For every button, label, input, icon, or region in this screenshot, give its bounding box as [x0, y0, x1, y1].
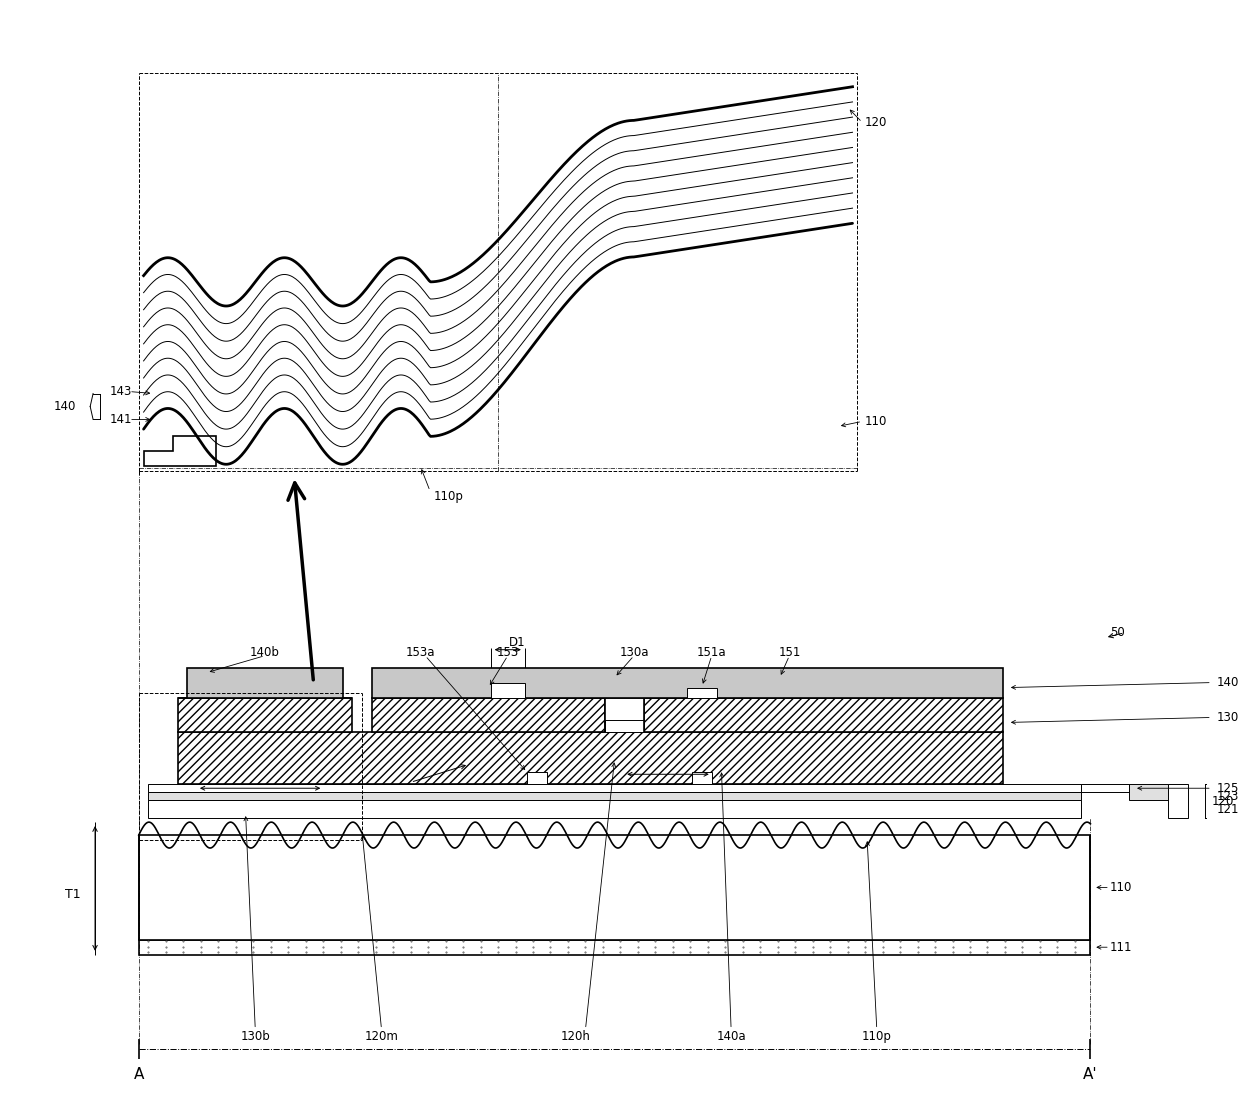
Polygon shape	[372, 698, 605, 733]
Text: 110: 110	[866, 415, 888, 428]
Polygon shape	[687, 688, 717, 698]
Polygon shape	[139, 835, 1090, 940]
Text: 110p: 110p	[434, 489, 464, 503]
Text: T1: T1	[64, 888, 81, 901]
Text: 140: 140	[1216, 676, 1239, 689]
Polygon shape	[527, 773, 547, 785]
Text: 130b: 130b	[241, 1030, 270, 1042]
Polygon shape	[149, 792, 1081, 800]
Text: 140a: 140a	[717, 1030, 746, 1042]
Text: 110p: 110p	[862, 1030, 892, 1042]
Text: 120h: 120h	[560, 1030, 590, 1042]
Text: 130a: 130a	[619, 646, 649, 659]
Text: A': A'	[1083, 1068, 1097, 1082]
Text: 153a: 153a	[405, 646, 435, 659]
Polygon shape	[644, 698, 1003, 733]
Text: 143: 143	[109, 385, 131, 398]
Text: 50: 50	[1110, 626, 1125, 639]
Text: 123: 123	[1216, 790, 1239, 802]
Text: 110: 110	[1110, 880, 1132, 894]
Polygon shape	[187, 668, 342, 698]
Text: 120m: 120m	[365, 1030, 398, 1042]
Polygon shape	[177, 733, 1003, 785]
Text: 130: 130	[1216, 711, 1239, 724]
Polygon shape	[1130, 785, 1168, 800]
Polygon shape	[491, 682, 525, 698]
Polygon shape	[1081, 785, 1130, 792]
Polygon shape	[144, 436, 217, 466]
Text: 120: 120	[866, 116, 888, 129]
Text: 140b: 140b	[250, 646, 280, 659]
Polygon shape	[1168, 785, 1188, 818]
Polygon shape	[139, 940, 1090, 954]
Polygon shape	[605, 721, 644, 733]
Text: 153: 153	[497, 646, 518, 659]
Text: 141: 141	[109, 413, 133, 426]
Polygon shape	[372, 668, 1003, 698]
Text: A: A	[134, 1068, 144, 1082]
Polygon shape	[177, 698, 352, 733]
Text: 125: 125	[1216, 781, 1239, 795]
Text: 140: 140	[53, 400, 76, 413]
Polygon shape	[605, 698, 644, 733]
Polygon shape	[692, 773, 712, 785]
Text: D1: D1	[510, 636, 526, 649]
Text: 120: 120	[1211, 795, 1234, 808]
Text: 151a: 151a	[697, 646, 727, 659]
Polygon shape	[149, 785, 1081, 792]
Polygon shape	[149, 800, 1081, 818]
Text: 121: 121	[1216, 802, 1239, 815]
Text: 111: 111	[1110, 941, 1132, 953]
Text: 151: 151	[779, 646, 801, 659]
